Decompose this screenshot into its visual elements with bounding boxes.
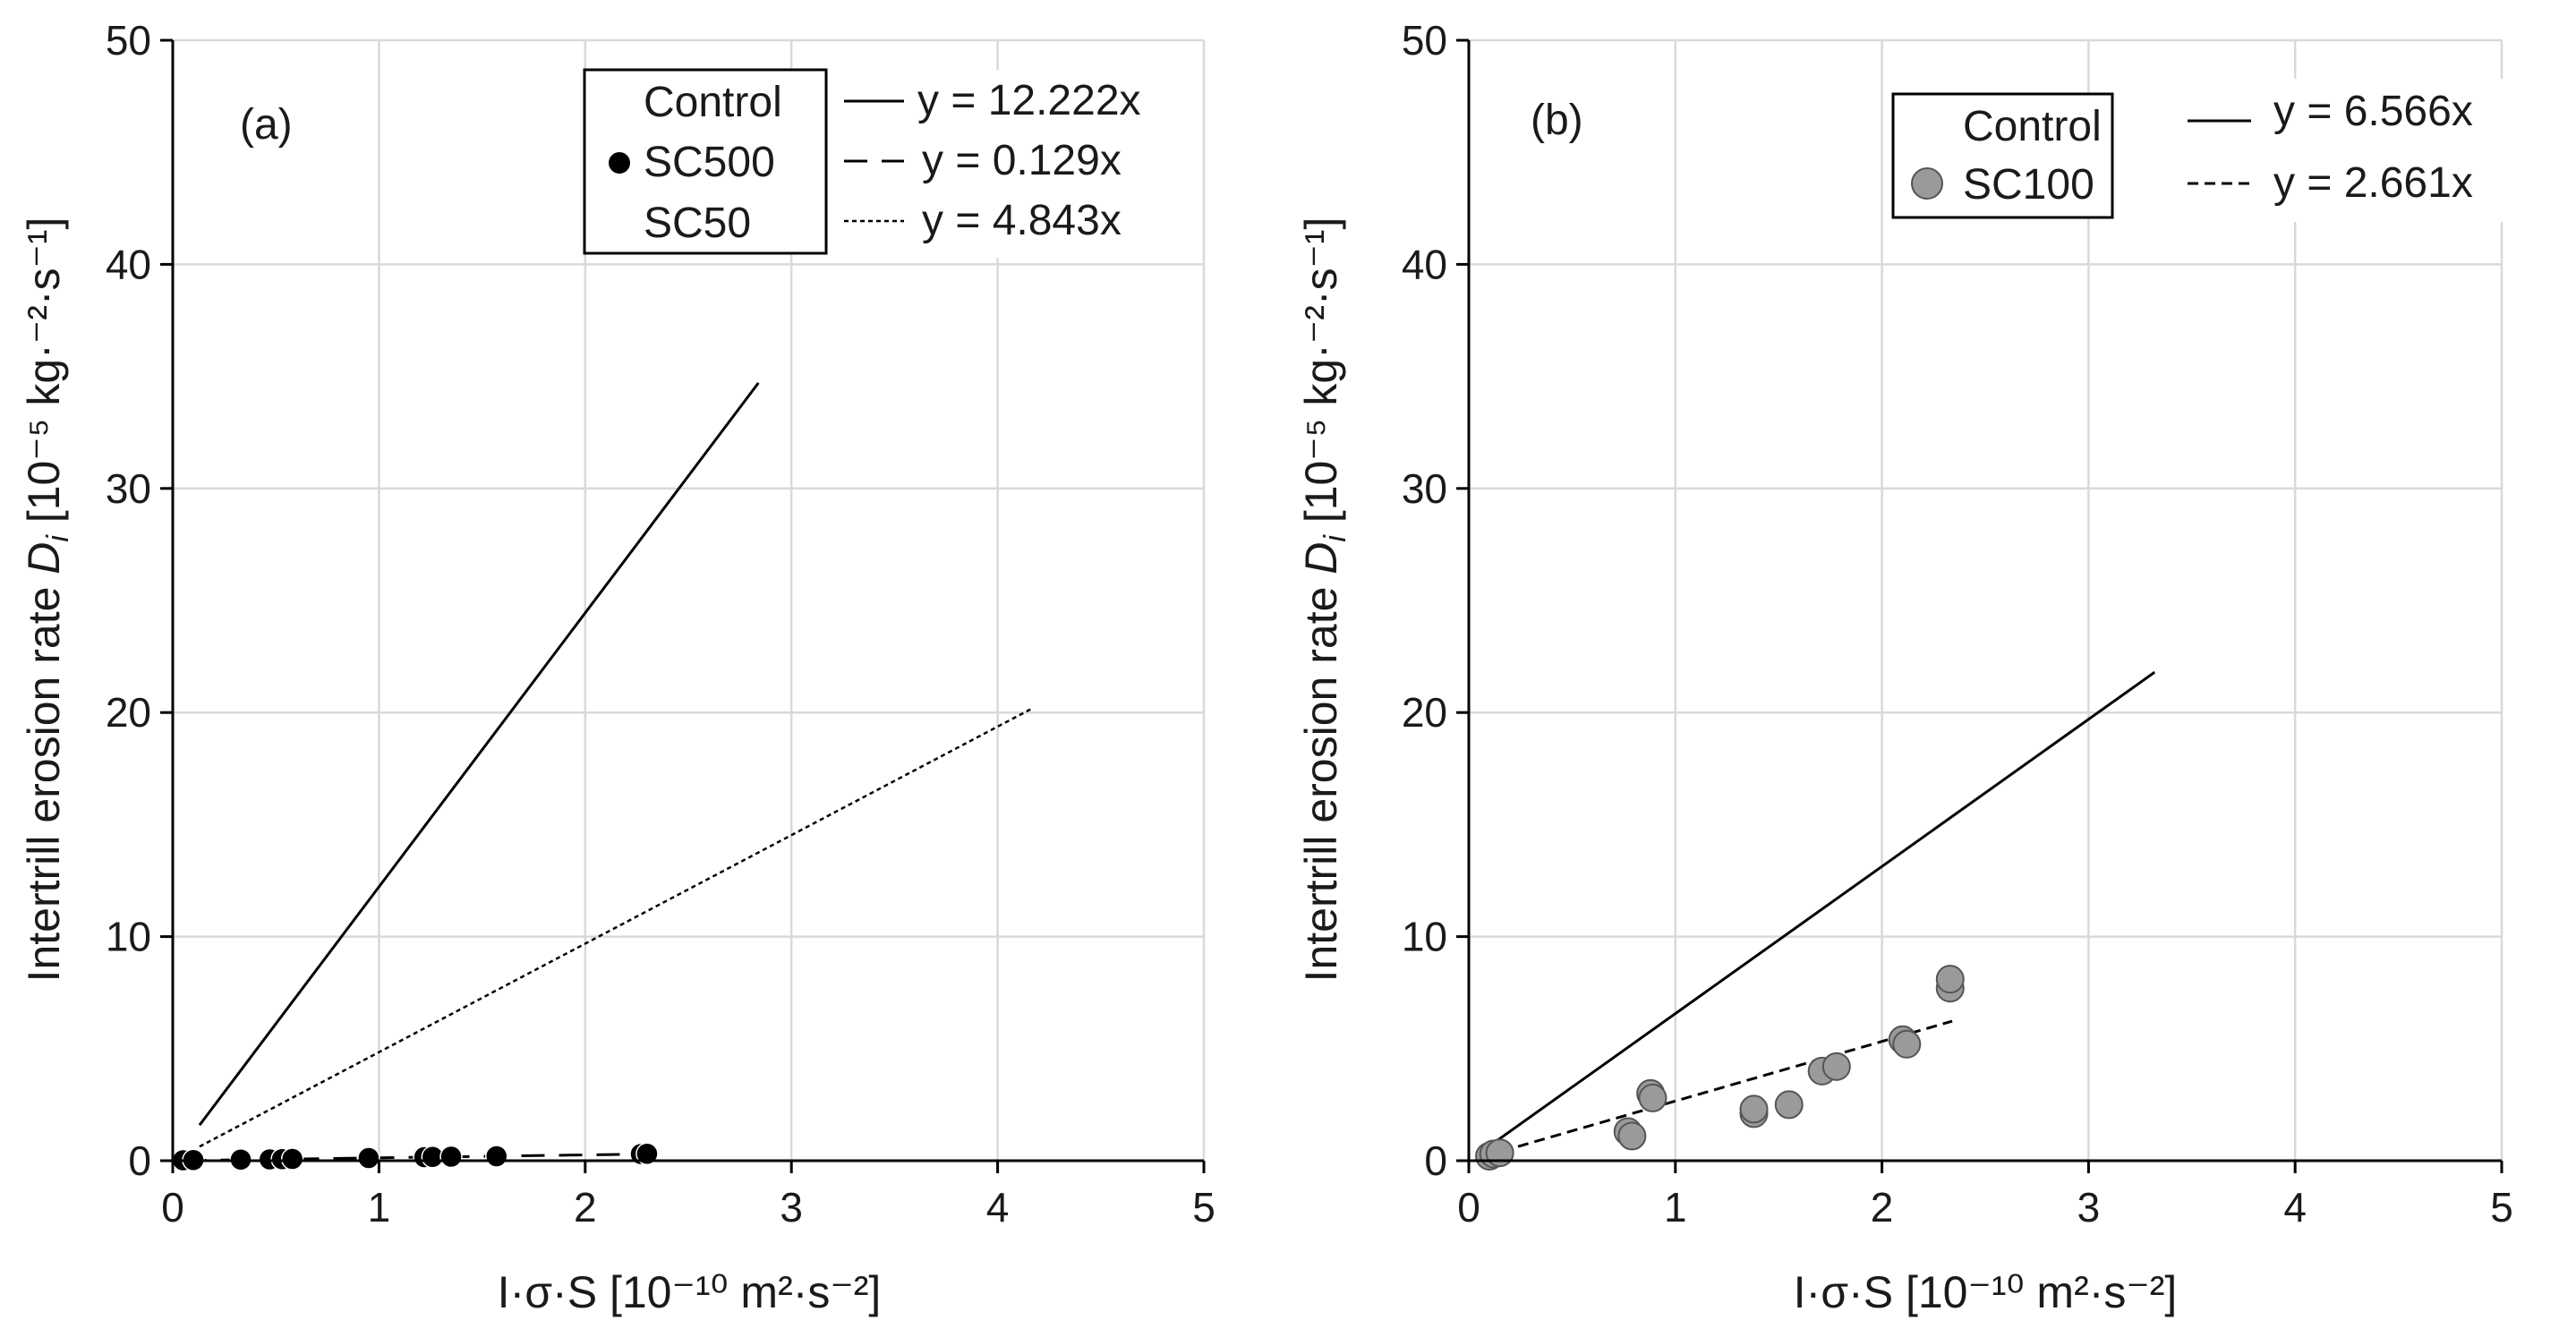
x-tick-label: 5 bbox=[1192, 1184, 1215, 1231]
legend-label-sc500: SC500 bbox=[644, 139, 775, 186]
scatter-points bbox=[1475, 965, 1965, 1171]
axes bbox=[160, 38, 1206, 1173]
y-tick-label: 40 bbox=[106, 241, 151, 287]
legend-label-sc100: SC100 bbox=[1963, 161, 2094, 209]
legend-lines-bg bbox=[2175, 79, 2533, 222]
data-point-sc500 bbox=[484, 1145, 508, 1168]
y-axis-label-main: Intertrill erosion rate bbox=[19, 575, 69, 983]
y-tick-label: 20 bbox=[106, 689, 151, 736]
legend-label-sc50: SC50 bbox=[644, 200, 751, 247]
legend-lines: y = 12.222x y = 0.129x y = 4.843x bbox=[832, 70, 1190, 258]
x-tick-label: 3 bbox=[780, 1184, 803, 1231]
y-tick-label: 30 bbox=[106, 465, 151, 512]
y-tick-label: 0 bbox=[128, 1137, 151, 1184]
x-tick-label: 1 bbox=[368, 1184, 391, 1231]
y-axis-label-subscript: i bbox=[41, 534, 75, 542]
x-tick-label: 3 bbox=[2077, 1184, 2101, 1231]
fit-line-control bbox=[1492, 670, 2156, 1145]
data-point-sc500 bbox=[439, 1145, 463, 1169]
data-point-sc100 bbox=[1892, 1029, 1922, 1059]
y-tick-label: 40 bbox=[1402, 241, 1447, 287]
legend-markers: Control SC100 bbox=[1891, 92, 2114, 219]
x-tick-label: 1 bbox=[1664, 1184, 1687, 1231]
data-point-sc500 bbox=[280, 1147, 304, 1171]
y-tick-label: 10 bbox=[1402, 914, 1447, 960]
y-tick-labels: 0 10 20 30 40 50 bbox=[106, 17, 151, 1184]
x-tick-label: 4 bbox=[2283, 1184, 2307, 1231]
y-axis-label-main: Intertrill erosion rate bbox=[1296, 575, 1346, 983]
legend-eq-control: y = 6.566x bbox=[2273, 88, 2473, 135]
y-axis-label: Intertrill erosion rate Di [10⁻⁵ kg·⁻²·s… bbox=[1296, 217, 1352, 983]
panel-a: 0 1 2 3 4 5 0 10 20 30 40 50 (a) I·σ·S [10⁻¹⁰ m²·s… bbox=[19, 17, 1215, 1317]
legend-eq-sc50: y = 4.843x bbox=[922, 197, 1122, 244]
x-tick-label: 5 bbox=[2490, 1184, 2513, 1231]
fit-line-sc100 bbox=[1485, 1019, 1953, 1158]
legend-marker-sc100 bbox=[1911, 167, 1943, 200]
x-tick-label: 0 bbox=[1457, 1184, 1480, 1231]
legend-eq-sc100: y = 2.661x bbox=[2273, 159, 2473, 207]
y-axis-label-symbol: D bbox=[19, 542, 69, 575]
y-axis-label: Intertrill erosion rate Di [10⁻⁵ kg·⁻²·s… bbox=[19, 217, 75, 983]
data-point-sc100 bbox=[1739, 1094, 1769, 1124]
legend-marker-sc500 bbox=[609, 152, 630, 174]
data-point-sc100 bbox=[1821, 1052, 1851, 1081]
legend-label-control: Control bbox=[1963, 103, 2102, 150]
x-tick-label: 2 bbox=[574, 1184, 597, 1231]
x-axis-label: I·σ·S [10⁻¹⁰ m²·s⁻²] bbox=[1794, 1267, 2178, 1317]
data-point-sc100 bbox=[1638, 1083, 1668, 1112]
y-tick-label: 10 bbox=[106, 914, 151, 960]
y-axis-label-symbol: D bbox=[1296, 542, 1346, 575]
data-point-sc500 bbox=[357, 1146, 380, 1170]
x-tick-label: 0 bbox=[161, 1184, 184, 1231]
data-point-sc100 bbox=[1617, 1121, 1647, 1151]
data-point-sc100 bbox=[1774, 1090, 1804, 1120]
panel-label: (b) bbox=[1531, 97, 1583, 144]
fit-line-control bbox=[198, 381, 760, 1127]
y-tick-label: 50 bbox=[106, 17, 151, 64]
legend-eq-sc500: y = 0.129x bbox=[922, 137, 1122, 184]
y-tick-labels: 0 10 20 30 40 50 bbox=[1402, 17, 1447, 1184]
x-axis-label: I·σ·S [10⁻¹⁰ m²·s⁻²] bbox=[498, 1267, 882, 1317]
x-tick-label: 4 bbox=[986, 1184, 1010, 1231]
axes bbox=[1456, 38, 2503, 1173]
y-axis-label-unit: [10⁻⁵ kg·⁻²·s⁻¹] bbox=[19, 217, 69, 536]
y-axis-label-subscript: i bbox=[1318, 534, 1352, 542]
data-point-sc100 bbox=[1935, 965, 1965, 994]
y-axis-label-unit: [10⁻⁵ kg·⁻²·s⁻¹] bbox=[1296, 217, 1346, 536]
y-tick-label: 30 bbox=[1402, 465, 1447, 512]
legend-label-control: Control bbox=[644, 79, 782, 126]
x-tick-labels: 0 1 2 3 4 5 bbox=[161, 1184, 1215, 1231]
y-tick-label: 20 bbox=[1402, 689, 1447, 736]
legend-lines: y = 6.566x y = 2.661x bbox=[2175, 79, 2533, 222]
y-tick-label: 0 bbox=[1424, 1137, 1447, 1184]
fit-lines bbox=[1485, 670, 2156, 1158]
panel-label: (a) bbox=[240, 101, 293, 149]
grid bbox=[1469, 38, 2503, 1161]
x-tick-labels: 0 1 2 3 4 5 bbox=[1457, 1184, 2513, 1231]
fit-lines bbox=[183, 381, 1034, 1162]
fit-line-sc50 bbox=[199, 707, 1034, 1148]
legend-markers: Control SC500 SC50 bbox=[583, 68, 828, 255]
x-tick-label: 2 bbox=[1871, 1184, 1894, 1231]
data-point-sc100 bbox=[1485, 1138, 1514, 1168]
y-tick-label: 50 bbox=[1402, 17, 1447, 64]
data-point-sc500 bbox=[635, 1142, 659, 1165]
panel-b: 0 1 2 3 4 5 0 10 20 30 40 50 (b) I·σ·S [10⁻¹⁰ m²·s… bbox=[1296, 17, 2533, 1317]
legend-eq-control: y = 12.222x bbox=[917, 77, 1141, 124]
